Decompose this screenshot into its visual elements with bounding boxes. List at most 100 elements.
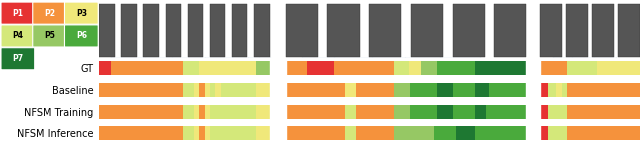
Bar <box>410 83 437 97</box>
Bar <box>356 105 394 119</box>
Bar <box>394 126 410 140</box>
Bar <box>540 105 548 119</box>
Text: P3: P3 <box>76 9 87 18</box>
Bar <box>210 83 216 97</box>
Bar <box>567 105 640 119</box>
Bar <box>596 61 640 75</box>
Bar <box>166 4 181 57</box>
Bar <box>540 83 548 97</box>
Bar <box>540 4 562 57</box>
Bar <box>199 105 205 119</box>
Bar <box>494 4 527 57</box>
Bar <box>205 126 210 140</box>
Bar <box>99 126 183 140</box>
Bar <box>188 4 203 57</box>
Bar <box>618 4 640 57</box>
Bar <box>286 4 318 57</box>
Bar <box>256 126 269 140</box>
Bar <box>592 4 614 57</box>
Bar <box>345 105 356 119</box>
Bar <box>194 83 199 97</box>
Bar <box>345 83 356 97</box>
Bar <box>356 83 394 97</box>
Bar <box>410 105 437 119</box>
Bar <box>205 105 210 119</box>
Bar <box>475 126 527 140</box>
Bar <box>456 126 475 140</box>
Bar <box>453 105 475 119</box>
Bar <box>453 83 475 97</box>
Text: P1: P1 <box>12 9 23 18</box>
Text: P2: P2 <box>44 9 55 18</box>
Bar <box>567 83 640 97</box>
Bar <box>548 83 556 97</box>
Bar <box>286 61 307 75</box>
FancyBboxPatch shape <box>1 48 35 70</box>
Bar <box>221 83 256 97</box>
Bar <box>345 126 356 140</box>
Bar <box>452 4 484 57</box>
Bar <box>488 83 527 97</box>
Text: P6: P6 <box>76 31 87 40</box>
Bar <box>99 105 183 119</box>
Bar <box>194 105 199 119</box>
Bar <box>232 4 248 57</box>
Bar <box>408 61 421 75</box>
Bar <box>122 4 137 57</box>
Bar <box>256 83 269 97</box>
Text: P5: P5 <box>44 31 55 40</box>
FancyBboxPatch shape <box>33 2 67 24</box>
Bar <box>210 4 225 57</box>
Bar <box>216 83 221 97</box>
Bar <box>561 83 567 97</box>
Bar <box>199 61 256 75</box>
Bar <box>437 105 453 119</box>
Bar <box>183 126 194 140</box>
Bar <box>527 58 540 144</box>
FancyBboxPatch shape <box>1 25 35 47</box>
Bar <box>540 126 548 140</box>
Bar <box>567 61 596 75</box>
Bar <box>199 83 205 97</box>
Bar <box>199 126 205 140</box>
Bar <box>548 126 567 140</box>
Bar <box>435 126 456 140</box>
Bar <box>548 105 567 119</box>
Bar <box>183 105 194 119</box>
Bar <box>210 105 256 119</box>
Bar <box>307 61 335 75</box>
Bar <box>421 61 437 75</box>
Bar <box>410 126 435 140</box>
Text: P7: P7 <box>12 54 24 63</box>
Bar <box>437 83 453 97</box>
FancyBboxPatch shape <box>33 25 67 47</box>
Bar <box>540 61 567 75</box>
Bar <box>99 4 115 57</box>
Bar <box>356 126 394 140</box>
Bar <box>111 61 183 75</box>
Bar <box>369 4 401 57</box>
Bar <box>475 61 527 75</box>
Bar <box>394 105 410 119</box>
Bar <box>210 126 256 140</box>
Bar <box>566 4 588 57</box>
Text: P4: P4 <box>12 31 23 40</box>
Bar <box>183 61 199 75</box>
Bar <box>194 126 199 140</box>
Bar <box>205 83 210 97</box>
Bar <box>183 83 194 97</box>
FancyBboxPatch shape <box>65 2 98 24</box>
Bar <box>143 4 159 57</box>
Bar <box>99 61 111 75</box>
Bar <box>411 4 443 57</box>
Bar <box>269 58 286 144</box>
FancyBboxPatch shape <box>1 2 35 24</box>
Bar <box>437 61 475 75</box>
Bar <box>486 105 527 119</box>
Bar <box>256 61 269 75</box>
Bar <box>556 83 561 97</box>
Bar <box>286 105 345 119</box>
Bar <box>328 4 360 57</box>
Bar <box>394 83 410 97</box>
Bar <box>475 83 488 97</box>
